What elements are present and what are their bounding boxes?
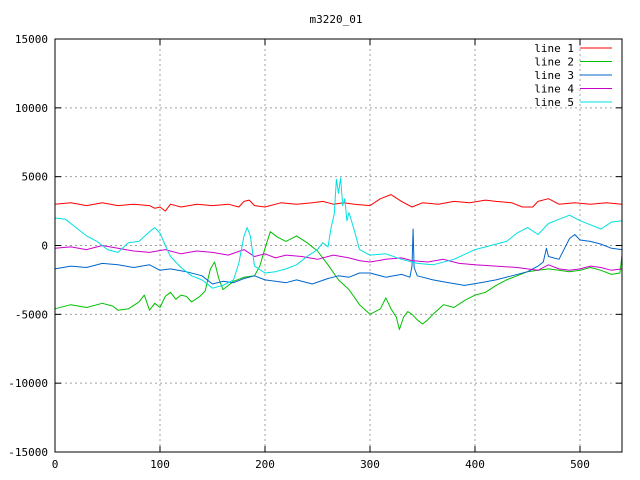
series-line-5: [54, 177, 623, 289]
series-line-4: [54, 245, 623, 271]
series-line-2: [54, 231, 623, 330]
y-tick-label: 5000: [22, 171, 49, 184]
axis-ticks: 0 100 200 300 400 500 -15000 -10000 -5000 0 5000 10…: [8, 33, 622, 471]
x-tick-label: 300: [360, 458, 380, 471]
y-tick-label: 15000: [15, 33, 48, 46]
chart-title: m3220_01: [310, 13, 363, 26]
y-tick-label: 0: [41, 240, 48, 253]
legend-label-3: line 3: [534, 69, 574, 82]
series-lines: [54, 177, 623, 330]
x-tick-label: 400: [465, 458, 485, 471]
x-tick-label: 100: [150, 458, 170, 471]
legend-label-5: line 5: [534, 96, 574, 109]
y-tick-label: 10000: [15, 102, 48, 115]
grid: [55, 39, 622, 452]
legend-label-2: line 2: [534, 56, 574, 69]
series-line-3: [54, 228, 623, 286]
legend-label-4: line 4: [534, 83, 574, 96]
x-tick-label: 0: [52, 458, 59, 471]
y-tick-label: -10000: [8, 377, 48, 390]
x-tick-label: 200: [255, 458, 275, 471]
y-tick-label: -15000: [8, 446, 48, 459]
series-line-1: [54, 194, 623, 212]
legend-label-1: line 1: [534, 42, 574, 55]
y-tick-label: -5000: [15, 308, 48, 321]
x-tick-label: 500: [570, 458, 590, 471]
